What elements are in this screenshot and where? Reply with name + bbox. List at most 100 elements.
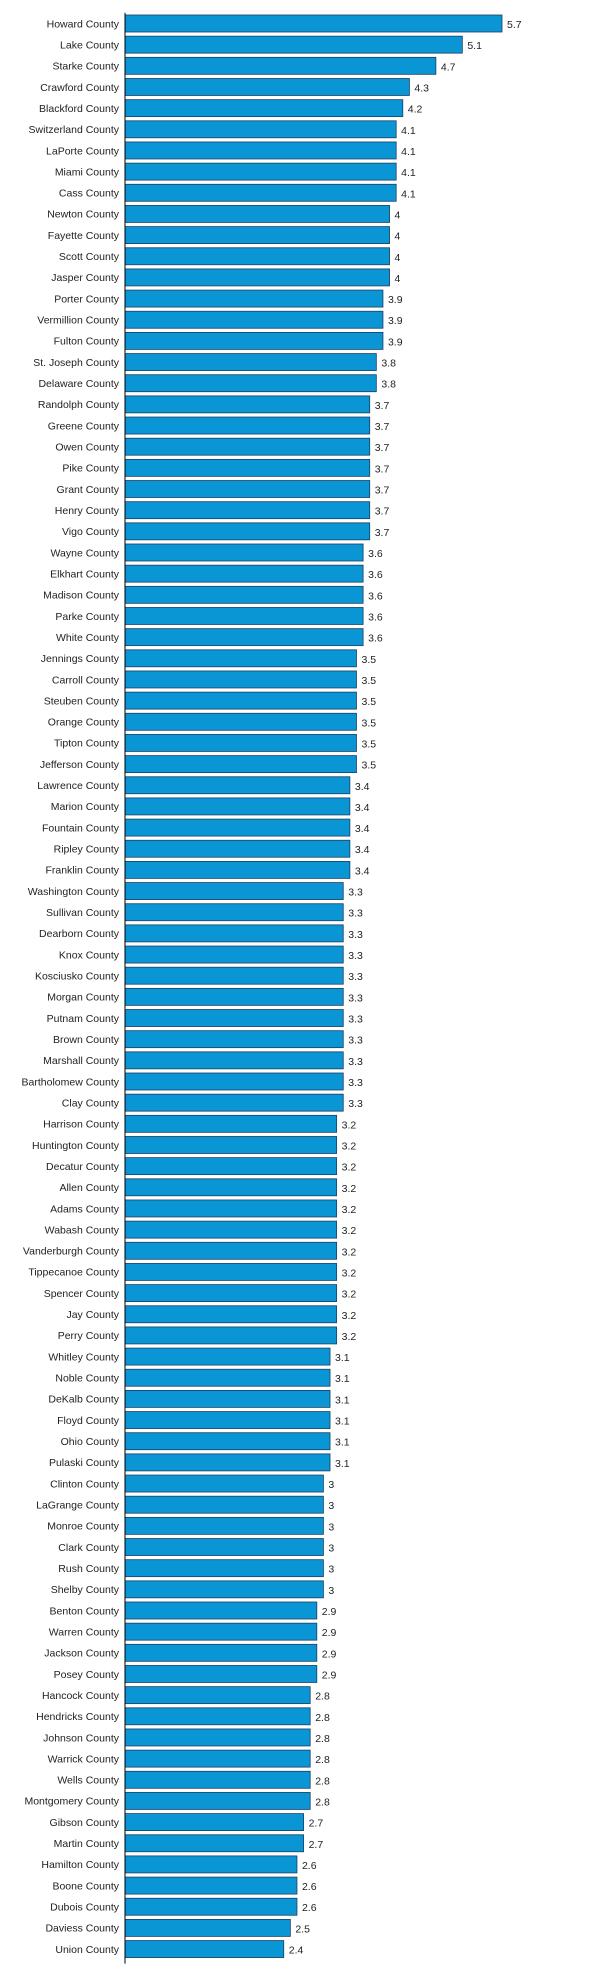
value-label: 3.1 bbox=[335, 1352, 350, 1364]
category-label: Perry County bbox=[58, 1330, 120, 1342]
value-label: 3 bbox=[328, 1543, 334, 1555]
bar bbox=[124, 755, 357, 773]
category-label: Kosciusko County bbox=[35, 971, 120, 983]
category-label: Ripley County bbox=[54, 844, 120, 856]
category-label: LaGrange County bbox=[36, 1500, 120, 1512]
value-label: 3.2 bbox=[342, 1267, 357, 1279]
category-label: Boone County bbox=[52, 1880, 119, 1892]
category-label: Hancock County bbox=[42, 1690, 120, 1702]
value-label: 3.1 bbox=[335, 1458, 350, 1470]
bar bbox=[124, 331, 384, 350]
category-label: Wayne County bbox=[51, 547, 120, 559]
category-label: White County bbox=[56, 632, 120, 644]
category-label: Wells County bbox=[57, 1775, 119, 1787]
bar bbox=[124, 1136, 338, 1154]
category-label: Decatur County bbox=[46, 1161, 120, 1173]
bar bbox=[124, 1474, 324, 1493]
value-label: 3.9 bbox=[388, 294, 403, 306]
category-label: Union County bbox=[55, 1944, 119, 1956]
bar bbox=[124, 670, 357, 689]
bar bbox=[124, 374, 377, 393]
value-label: 3.3 bbox=[348, 1035, 363, 1047]
category-label: Clark County bbox=[58, 1542, 119, 1554]
value-label: 3.4 bbox=[355, 781, 370, 793]
bar bbox=[124, 35, 463, 54]
value-label: 3.3 bbox=[348, 1056, 363, 1068]
category-label: Sullivan County bbox=[46, 907, 120, 919]
bar bbox=[124, 776, 351, 795]
value-label: 2.6 bbox=[302, 1860, 317, 1872]
bar bbox=[124, 1601, 318, 1620]
bar bbox=[124, 353, 377, 371]
category-label: Elkhart County bbox=[50, 568, 120, 580]
value-label: 4 bbox=[395, 252, 401, 264]
value-label: 3.4 bbox=[355, 865, 370, 877]
value-label: 4.3 bbox=[414, 82, 429, 94]
category-label: Jasper County bbox=[51, 272, 119, 284]
value-label: 3.6 bbox=[368, 590, 383, 602]
bar bbox=[124, 1114, 338, 1133]
bar bbox=[124, 1813, 304, 1831]
bar bbox=[124, 1263, 338, 1281]
category-label: Henry County bbox=[55, 505, 120, 517]
category-label: Pike County bbox=[62, 463, 119, 475]
category-label: Johnson County bbox=[43, 1732, 120, 1744]
category-label: Howard County bbox=[47, 18, 120, 30]
value-label: 2.8 bbox=[315, 1712, 330, 1724]
bar bbox=[124, 1686, 311, 1705]
bar bbox=[124, 1157, 338, 1176]
value-label: 2.8 bbox=[315, 1754, 330, 1766]
category-label: Vermillion County bbox=[37, 315, 119, 327]
bar bbox=[124, 585, 364, 604]
category-label: Crawford County bbox=[40, 82, 120, 94]
category-label: Fountain County bbox=[42, 822, 120, 834]
bar bbox=[124, 289, 384, 308]
value-label: 3.2 bbox=[342, 1162, 357, 1174]
value-label: 4.2 bbox=[408, 104, 423, 116]
value-label: 2.9 bbox=[322, 1648, 337, 1660]
category-label: Huntington County bbox=[32, 1140, 120, 1152]
bar bbox=[124, 1326, 338, 1345]
bar bbox=[124, 1368, 331, 1387]
bar bbox=[124, 226, 390, 245]
bar bbox=[124, 1749, 311, 1768]
category-label: Jefferson County bbox=[40, 759, 120, 771]
category-label: Floyd County bbox=[57, 1415, 120, 1427]
bar bbox=[124, 945, 344, 964]
value-label: 3.5 bbox=[361, 760, 376, 772]
bar bbox=[124, 1220, 338, 1239]
value-label: 3.5 bbox=[361, 675, 376, 687]
bar bbox=[124, 1284, 338, 1302]
bar bbox=[124, 1495, 324, 1514]
bar bbox=[124, 797, 351, 816]
bar bbox=[124, 628, 364, 647]
value-label: 3.2 bbox=[342, 1246, 357, 1258]
category-label: Brown County bbox=[53, 1034, 120, 1046]
bar bbox=[124, 1305, 338, 1324]
bar bbox=[124, 1897, 298, 1916]
category-labels-layer: Howard County Lake County Starke County Cra… bbox=[22, 18, 120, 1956]
value-label: 2.7 bbox=[309, 1818, 324, 1830]
category-label: Vigo County bbox=[62, 526, 120, 538]
bar bbox=[124, 1411, 331, 1429]
category-label: Vanderburgh County bbox=[23, 1246, 120, 1258]
value-label: 3.3 bbox=[348, 1098, 363, 1110]
bar bbox=[124, 1051, 344, 1070]
value-label: 2.8 bbox=[315, 1775, 330, 1787]
value-label: 3 bbox=[328, 1521, 334, 1533]
value-label: 5.1 bbox=[467, 40, 482, 52]
category-label: Tippecanoe County bbox=[28, 1267, 119, 1279]
value-label: 3.6 bbox=[368, 611, 383, 623]
bar bbox=[124, 734, 357, 752]
bar bbox=[124, 56, 437, 75]
bar bbox=[124, 1030, 344, 1049]
value-labels-layer: 5.75.14.74.34.24.14.14.14.144443.93.93.9… bbox=[289, 19, 522, 1957]
value-label: 4 bbox=[395, 273, 401, 285]
value-label: 2.7 bbox=[309, 1839, 324, 1851]
category-label: Morgan County bbox=[47, 992, 120, 1004]
bar bbox=[124, 564, 364, 583]
category-label: Clay County bbox=[62, 1097, 120, 1109]
value-label: 3.6 bbox=[368, 633, 383, 645]
value-label: 3.3 bbox=[348, 1014, 363, 1026]
